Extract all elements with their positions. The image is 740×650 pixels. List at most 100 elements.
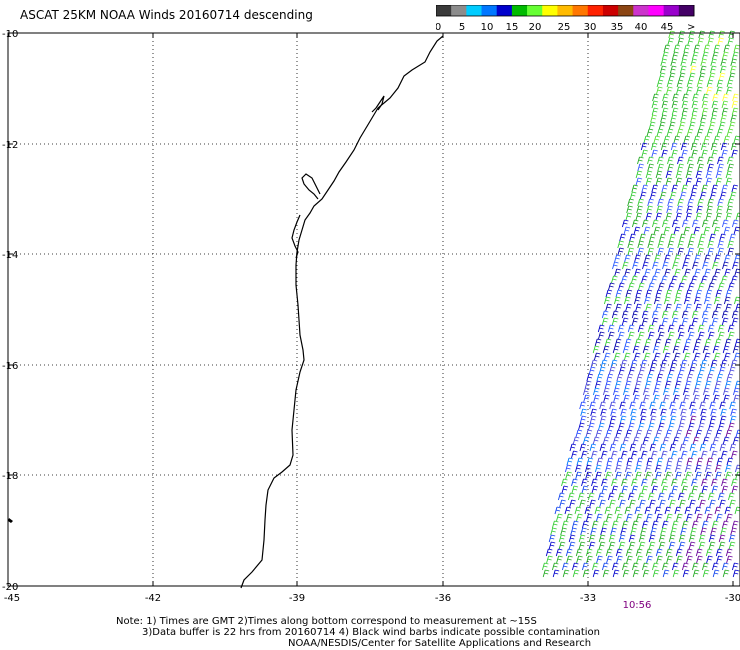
wind-barb bbox=[586, 513, 593, 522]
wind-barb bbox=[621, 310, 629, 319]
wind-barb bbox=[678, 541, 686, 550]
wind-barb bbox=[673, 394, 680, 403]
wind-barb bbox=[651, 275, 658, 284]
wind-barb bbox=[729, 65, 737, 74]
note-line-3: NOAA/NESDIS/Center for Satellite Applica… bbox=[288, 638, 592, 649]
wind-barb bbox=[612, 261, 619, 270]
wind-barb bbox=[725, 212, 733, 221]
lat-label: -10 bbox=[2, 29, 18, 40]
wind-barb bbox=[657, 156, 664, 165]
wind-barb bbox=[698, 541, 706, 550]
wind-barb bbox=[629, 443, 637, 452]
wind-barb bbox=[668, 422, 675, 431]
wind-barb bbox=[683, 352, 691, 361]
wind-barb bbox=[674, 254, 681, 263]
wind-barb bbox=[710, 408, 717, 417]
wind-barb bbox=[666, 86, 673, 95]
wind-barb bbox=[603, 352, 611, 361]
wind-barb bbox=[670, 408, 677, 417]
wind-barb bbox=[627, 240, 634, 249]
wind-barb bbox=[701, 485, 709, 494]
wind-barb bbox=[558, 541, 566, 550]
wind-barb bbox=[692, 345, 700, 354]
wind-barb bbox=[671, 520, 679, 529]
wind-barb bbox=[589, 499, 596, 508]
wind-barb bbox=[729, 499, 736, 508]
wind-barb bbox=[698, 121, 706, 130]
wind-barb bbox=[682, 569, 690, 578]
wind-barb bbox=[672, 569, 680, 578]
wind-barb bbox=[687, 247, 695, 256]
wind-barb bbox=[702, 93, 709, 102]
colorbar-tick-label: 35 bbox=[611, 22, 624, 33]
wind-barb bbox=[703, 226, 711, 235]
wind-barb bbox=[647, 156, 654, 165]
wind-barb bbox=[721, 485, 729, 494]
wind-barb bbox=[641, 219, 649, 228]
wind-barb bbox=[697, 198, 704, 207]
wind-barb bbox=[677, 324, 685, 333]
wind-barb bbox=[657, 240, 664, 249]
colorbar-segment bbox=[572, 5, 589, 16]
wind-barb bbox=[686, 86, 693, 95]
wind-barb bbox=[666, 555, 673, 564]
wind-barb bbox=[641, 450, 648, 459]
wind-barb bbox=[605, 303, 612, 312]
wind-barb bbox=[719, 191, 727, 200]
wind-barb bbox=[605, 548, 613, 557]
wind-barb bbox=[626, 457, 634, 466]
wind-barb bbox=[731, 275, 738, 284]
wind-barb bbox=[701, 100, 709, 109]
wind-barb bbox=[691, 184, 699, 193]
wind-barb bbox=[694, 338, 702, 347]
wind-barb bbox=[699, 191, 707, 200]
wind-barb bbox=[556, 555, 563, 564]
wind-barb bbox=[584, 464, 592, 473]
wind-barb bbox=[694, 464, 702, 473]
wind-barb bbox=[611, 275, 618, 284]
wind-barb bbox=[625, 303, 632, 312]
wind-barb bbox=[646, 205, 653, 214]
wind-barb bbox=[625, 212, 633, 221]
wind-barb bbox=[669, 415, 677, 424]
wind-barb bbox=[682, 261, 689, 270]
wind-barb bbox=[663, 226, 671, 235]
wind-barb bbox=[724, 506, 732, 515]
colorbar-segment bbox=[527, 5, 543, 16]
wind-barb bbox=[701, 310, 709, 319]
wind-barb bbox=[691, 107, 699, 116]
wind-barb bbox=[690, 408, 697, 417]
wind-barb bbox=[647, 163, 654, 172]
wind-barb bbox=[729, 443, 737, 452]
wind-barb bbox=[581, 562, 589, 571]
wind-barb bbox=[735, 429, 740, 438]
wind-barb bbox=[730, 527, 737, 536]
wind-barb bbox=[605, 289, 613, 298]
wind-barb bbox=[717, 247, 725, 256]
wind-barb bbox=[593, 394, 600, 403]
wind-barb bbox=[663, 394, 670, 403]
wind-barb bbox=[616, 373, 624, 382]
wind-barb bbox=[652, 261, 659, 270]
wind-barb bbox=[668, 121, 676, 130]
wind-barb bbox=[688, 72, 696, 81]
wind-barb bbox=[669, 65, 677, 74]
wind-barb bbox=[717, 163, 724, 172]
wind-barb bbox=[687, 156, 694, 165]
wind-barb bbox=[598, 534, 606, 543]
wind-barb bbox=[696, 513, 703, 522]
wind-barb bbox=[634, 464, 642, 473]
wind-barb bbox=[717, 324, 725, 333]
wind-barb bbox=[552, 569, 560, 578]
wind-barb bbox=[707, 156, 714, 165]
wind-barb bbox=[609, 415, 617, 424]
wind-barb bbox=[586, 457, 594, 466]
wind-barb bbox=[623, 352, 631, 361]
wind-barb bbox=[662, 261, 669, 270]
wind-barb bbox=[692, 569, 700, 578]
wind-barb bbox=[608, 534, 616, 543]
wind-barb bbox=[649, 415, 657, 424]
wind-barb bbox=[580, 408, 587, 417]
wind-barb bbox=[592, 345, 600, 354]
wind-barb bbox=[657, 492, 665, 501]
